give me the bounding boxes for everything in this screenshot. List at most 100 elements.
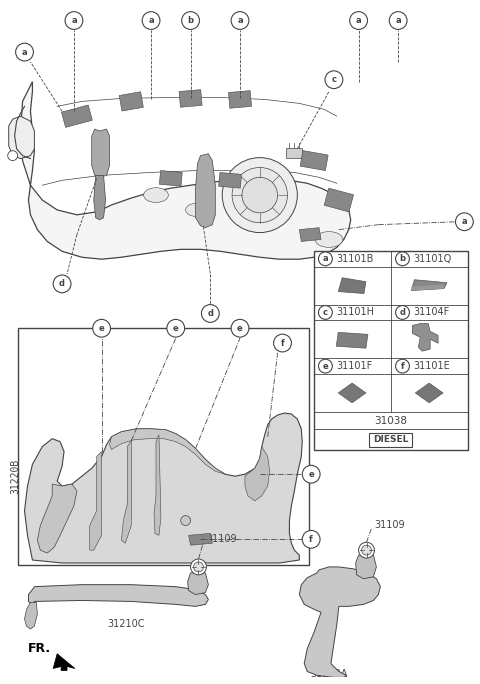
Circle shape bbox=[180, 516, 191, 525]
Circle shape bbox=[65, 12, 83, 29]
Text: e: e bbox=[323, 362, 328, 371]
Circle shape bbox=[396, 306, 409, 319]
Polygon shape bbox=[24, 413, 302, 563]
Text: a: a bbox=[71, 16, 77, 25]
Circle shape bbox=[222, 157, 297, 233]
Text: d: d bbox=[207, 309, 213, 318]
Circle shape bbox=[142, 12, 160, 29]
Circle shape bbox=[350, 12, 368, 29]
Polygon shape bbox=[119, 92, 144, 111]
Circle shape bbox=[389, 12, 407, 29]
Polygon shape bbox=[356, 555, 376, 579]
Polygon shape bbox=[245, 447, 270, 501]
Ellipse shape bbox=[186, 203, 205, 216]
Text: FR.: FR. bbox=[27, 642, 50, 655]
FancyBboxPatch shape bbox=[369, 433, 412, 447]
Text: a: a bbox=[462, 218, 467, 226]
Polygon shape bbox=[338, 383, 366, 403]
Circle shape bbox=[93, 319, 110, 337]
Polygon shape bbox=[37, 484, 77, 553]
Text: 31220B: 31220B bbox=[11, 458, 21, 494]
Polygon shape bbox=[336, 332, 368, 348]
Circle shape bbox=[242, 177, 277, 213]
Circle shape bbox=[359, 542, 374, 558]
FancyBboxPatch shape bbox=[18, 328, 309, 565]
Circle shape bbox=[8, 150, 18, 161]
Text: e: e bbox=[173, 324, 179, 332]
Circle shape bbox=[191, 559, 206, 575]
Text: 31109: 31109 bbox=[374, 521, 405, 531]
Polygon shape bbox=[121, 440, 131, 543]
Polygon shape bbox=[415, 383, 443, 403]
Text: 31210C: 31210C bbox=[108, 619, 145, 629]
Text: f: f bbox=[401, 362, 404, 371]
Circle shape bbox=[231, 12, 249, 29]
Text: a: a bbox=[237, 16, 243, 25]
Circle shape bbox=[202, 304, 219, 322]
Circle shape bbox=[167, 319, 185, 337]
Circle shape bbox=[325, 71, 343, 89]
Circle shape bbox=[232, 168, 288, 223]
Text: d: d bbox=[399, 308, 406, 317]
Circle shape bbox=[319, 359, 332, 373]
Polygon shape bbox=[159, 170, 182, 186]
Text: c: c bbox=[331, 75, 336, 84]
Text: 31109: 31109 bbox=[206, 534, 237, 544]
Text: 31210A: 31210A bbox=[310, 670, 348, 679]
Polygon shape bbox=[179, 90, 202, 107]
Polygon shape bbox=[61, 105, 92, 127]
Text: c: c bbox=[323, 308, 328, 317]
Polygon shape bbox=[411, 285, 444, 291]
Polygon shape bbox=[28, 585, 208, 607]
Circle shape bbox=[319, 306, 332, 319]
Polygon shape bbox=[300, 228, 321, 241]
Polygon shape bbox=[411, 280, 447, 291]
Circle shape bbox=[302, 530, 320, 548]
Circle shape bbox=[456, 213, 473, 231]
Ellipse shape bbox=[315, 232, 343, 248]
Text: 31101F: 31101F bbox=[336, 361, 372, 371]
Text: 31101E: 31101E bbox=[413, 361, 450, 371]
Polygon shape bbox=[109, 429, 225, 474]
Polygon shape bbox=[94, 175, 106, 220]
Circle shape bbox=[396, 359, 409, 373]
Text: a: a bbox=[323, 254, 328, 263]
Polygon shape bbox=[92, 129, 109, 177]
Polygon shape bbox=[324, 188, 354, 212]
Circle shape bbox=[16, 43, 34, 61]
Polygon shape bbox=[90, 451, 102, 550]
Circle shape bbox=[182, 12, 200, 29]
Polygon shape bbox=[300, 150, 328, 170]
Polygon shape bbox=[228, 90, 252, 108]
Circle shape bbox=[319, 252, 332, 265]
FancyBboxPatch shape bbox=[313, 251, 468, 450]
Text: f: f bbox=[309, 535, 313, 544]
Polygon shape bbox=[189, 534, 212, 545]
Polygon shape bbox=[338, 278, 366, 293]
Text: a: a bbox=[396, 16, 401, 25]
Circle shape bbox=[396, 252, 409, 265]
Text: a: a bbox=[148, 16, 154, 25]
Polygon shape bbox=[53, 654, 75, 670]
Polygon shape bbox=[195, 154, 216, 228]
Polygon shape bbox=[188, 573, 208, 594]
Ellipse shape bbox=[144, 187, 168, 202]
Text: 31101B: 31101B bbox=[336, 254, 373, 264]
Text: 31104F: 31104F bbox=[413, 308, 450, 317]
Text: b: b bbox=[188, 16, 193, 25]
Text: 31038: 31038 bbox=[374, 416, 407, 425]
Text: e: e bbox=[237, 324, 243, 332]
Text: f: f bbox=[281, 339, 284, 347]
Text: 31101Q: 31101Q bbox=[413, 254, 452, 264]
Text: 31101H: 31101H bbox=[336, 308, 374, 317]
Polygon shape bbox=[412, 324, 438, 351]
Text: a: a bbox=[22, 48, 27, 57]
Circle shape bbox=[231, 319, 249, 337]
Text: b: b bbox=[399, 254, 406, 263]
Text: d: d bbox=[59, 279, 65, 289]
Circle shape bbox=[53, 275, 71, 293]
Text: a: a bbox=[356, 16, 361, 25]
Polygon shape bbox=[21, 81, 351, 259]
Polygon shape bbox=[9, 116, 35, 159]
Circle shape bbox=[302, 465, 320, 483]
